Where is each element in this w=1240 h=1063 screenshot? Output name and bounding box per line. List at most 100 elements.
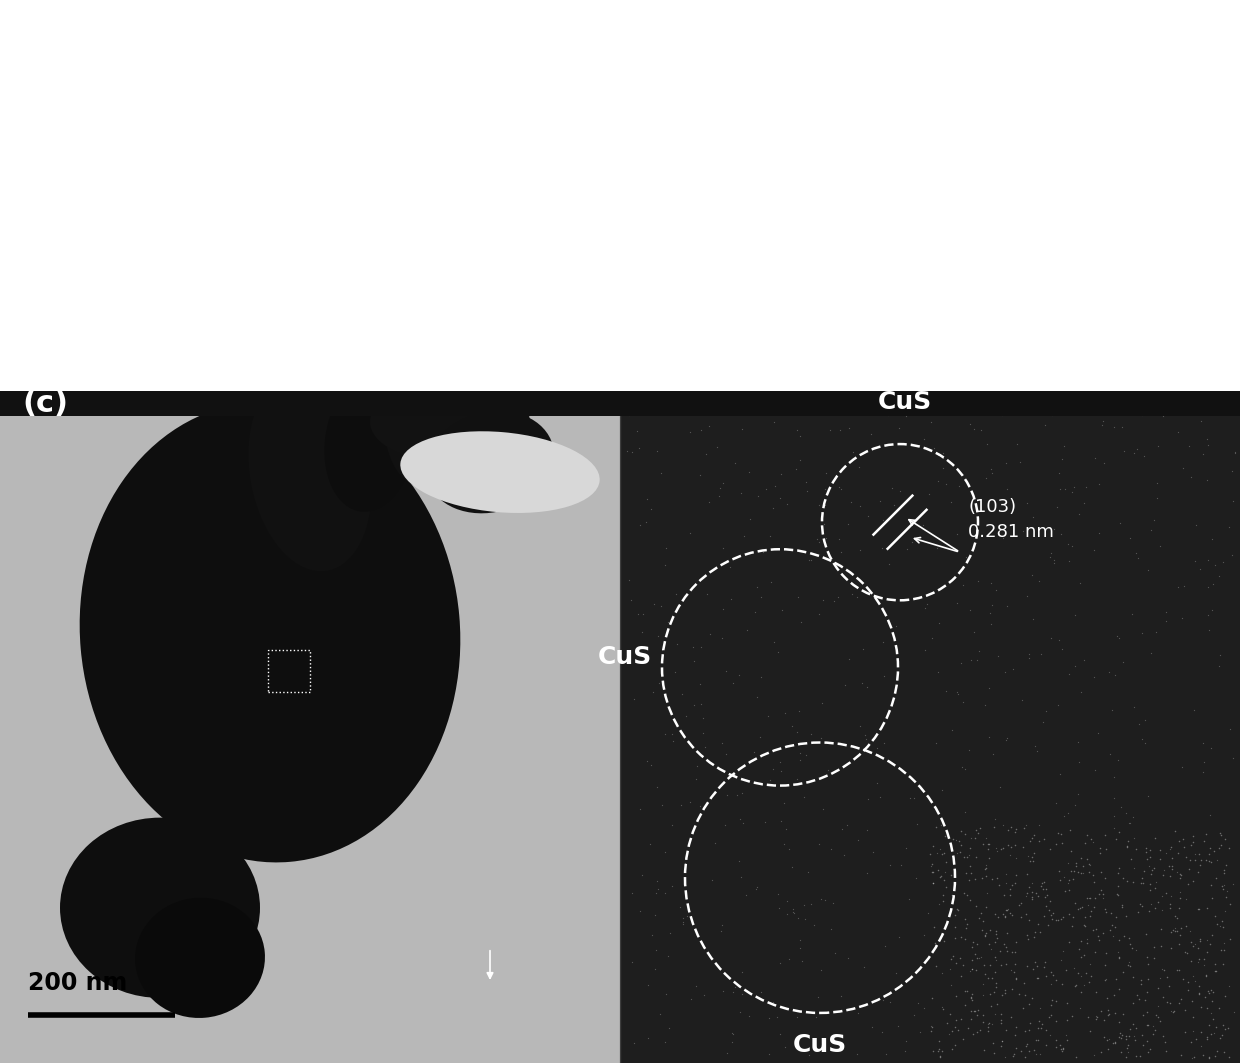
Point xyxy=(954,693,973,710)
Point xyxy=(1047,1013,1066,1030)
Point xyxy=(662,878,682,895)
Point xyxy=(1063,917,1083,934)
Point xyxy=(936,682,956,699)
Point xyxy=(1074,916,1094,933)
Point xyxy=(651,465,671,482)
Point xyxy=(1019,645,1039,662)
Point xyxy=(915,600,935,617)
Point xyxy=(954,849,973,866)
Point xyxy=(637,490,657,507)
Point xyxy=(748,406,768,423)
Point xyxy=(1004,824,1024,841)
Point xyxy=(1209,568,1229,585)
Point xyxy=(727,400,746,417)
Point xyxy=(1126,942,1146,959)
Point xyxy=(1094,1028,1114,1045)
Point xyxy=(980,922,999,939)
Point xyxy=(789,909,808,926)
Point xyxy=(1207,915,1226,932)
Point xyxy=(998,837,1018,854)
Point xyxy=(1076,478,1096,495)
Point xyxy=(1059,933,1079,950)
Point xyxy=(832,821,852,838)
Point xyxy=(641,757,661,774)
Point xyxy=(1121,935,1141,952)
Point xyxy=(895,1043,915,1060)
Point xyxy=(1214,861,1234,878)
Point xyxy=(1074,652,1094,669)
Point xyxy=(1161,841,1180,858)
Point xyxy=(1038,887,1058,904)
Point xyxy=(773,602,792,619)
Point xyxy=(1141,881,1161,898)
Point xyxy=(1198,983,1218,1000)
Point xyxy=(1205,907,1225,924)
Point xyxy=(1090,839,1110,856)
Point xyxy=(723,675,743,692)
Point xyxy=(977,436,997,453)
Point xyxy=(1123,829,1143,846)
Point xyxy=(996,1022,1016,1039)
Point xyxy=(811,962,831,979)
Point xyxy=(1074,977,1094,994)
Point xyxy=(1211,826,1231,843)
Point xyxy=(854,958,874,975)
Point xyxy=(997,938,1017,955)
Point xyxy=(1189,984,1209,1001)
Point xyxy=(1016,1048,1035,1063)
Point xyxy=(873,511,893,528)
Point xyxy=(722,391,742,408)
Point xyxy=(1034,907,1054,924)
Point xyxy=(1024,827,1044,844)
Point xyxy=(1198,899,1218,916)
Point xyxy=(897,1032,916,1049)
Point xyxy=(1195,989,1215,1006)
Point xyxy=(1110,859,1130,876)
Point xyxy=(1054,438,1074,455)
Point xyxy=(632,866,652,883)
Point xyxy=(1017,1035,1037,1052)
Point xyxy=(644,595,663,612)
Point xyxy=(712,629,732,646)
Point xyxy=(713,601,733,618)
Text: 500 nm: 500 nm xyxy=(207,320,277,338)
Point xyxy=(760,772,780,789)
Point xyxy=(1185,1031,1205,1048)
Point xyxy=(1009,985,1029,1002)
Point xyxy=(1028,1031,1048,1048)
Point xyxy=(1055,480,1075,497)
Point xyxy=(968,573,988,590)
Point xyxy=(1138,561,1158,578)
Point xyxy=(1011,1043,1030,1060)
Point xyxy=(1219,1048,1239,1063)
Point xyxy=(1182,1049,1202,1063)
Point xyxy=(1126,1019,1146,1036)
Point xyxy=(815,891,835,908)
Point xyxy=(1136,844,1156,861)
Point xyxy=(937,1015,957,1032)
Point xyxy=(1135,448,1154,465)
Point xyxy=(1192,851,1211,868)
Point xyxy=(667,636,687,653)
Point xyxy=(1019,832,1039,849)
Point xyxy=(1141,895,1161,912)
Point xyxy=(954,957,973,974)
Point xyxy=(1029,573,1049,590)
Point xyxy=(1197,967,1216,984)
Point xyxy=(763,500,782,517)
Point xyxy=(1110,931,1130,948)
Point xyxy=(647,873,667,890)
Point xyxy=(996,909,1016,926)
Point xyxy=(1199,437,1219,454)
Point xyxy=(1130,1047,1149,1063)
Point xyxy=(1017,958,1037,975)
Point xyxy=(978,935,998,952)
Point xyxy=(1205,963,1225,980)
Point xyxy=(758,708,777,725)
Point xyxy=(1004,956,1024,973)
Point xyxy=(1006,944,1025,961)
Point xyxy=(802,1033,822,1050)
Point xyxy=(925,934,945,951)
Point xyxy=(991,841,1011,858)
Point xyxy=(1205,1018,1225,1035)
